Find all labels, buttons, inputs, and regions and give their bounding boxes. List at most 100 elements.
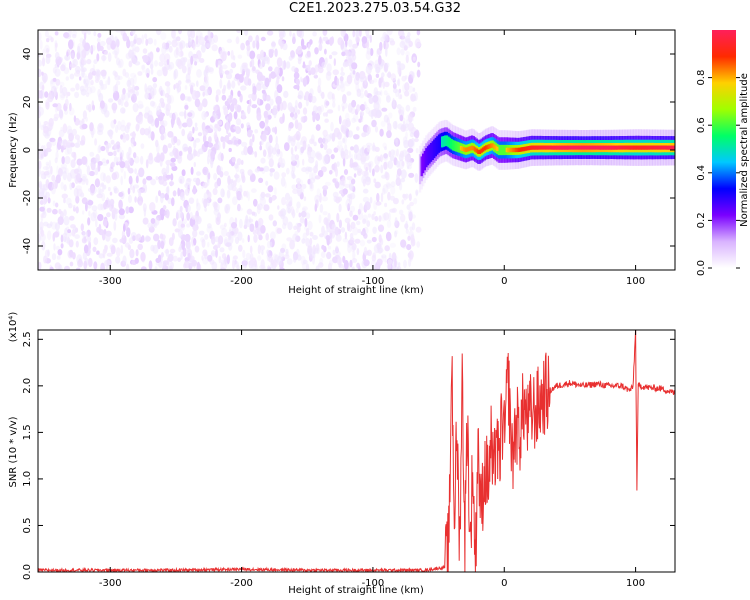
spectrogram-noise-cell	[240, 159, 244, 165]
spectrogram-noise-cell	[196, 198, 199, 207]
spectrogram-signal-cell	[532, 145, 535, 150]
spectrogram-noise-cell	[150, 90, 155, 99]
spectrogram-noise-cell	[165, 159, 172, 166]
spectrogram-noise-cell	[351, 99, 357, 108]
spectrogram-noise-cell	[208, 142, 214, 148]
spectrogram-noise-cell	[378, 234, 382, 243]
spectrogram-noise-cell	[123, 170, 127, 180]
spectrogram-noise-cell	[413, 197, 418, 205]
spectrogram-noise-cell	[295, 248, 300, 258]
spectrogram-noise-cell	[159, 112, 165, 118]
spectrogram-signal-cell	[526, 146, 529, 151]
spectrogram-x-tick-label: -100	[362, 276, 385, 287]
spectrogram-noise-cell	[156, 69, 163, 77]
spectrogram-noise-cell	[341, 43, 347, 52]
spectrogram-noise-cell	[314, 194, 321, 203]
spectrogram-noise-cell	[241, 260, 248, 266]
spectrogram-noise-cell	[184, 260, 190, 269]
spectrogram-noise-cell	[186, 117, 193, 128]
spectrogram-noise-cell	[190, 30, 196, 39]
spectrogram-noise-cell	[57, 216, 64, 226]
spectrogram-noise-cell	[45, 48, 50, 53]
spectrogram-noise-cell	[186, 204, 191, 213]
spectrogram-noise-cell	[54, 43, 58, 52]
spectrogram-noise-cell	[56, 255, 61, 260]
spectrogram-noise-cell	[343, 259, 349, 270]
spectrogram-noise-cell	[396, 148, 399, 157]
spectrogram-noise-cell	[68, 30, 72, 38]
spectrogram-noise-cell	[289, 30, 292, 37]
spectrogram-noise-cell	[41, 57, 46, 67]
spectrogram-noise-cell	[186, 178, 192, 182]
spectrogram-noise-cell	[210, 250, 216, 257]
spectrogram-noise-cell	[257, 97, 261, 106]
spectrogram-noise-cell	[324, 118, 329, 123]
spectrogram-noise-cell	[42, 124, 47, 129]
spectrogram-noise-cell	[319, 90, 322, 97]
spectrogram-noise-cell	[193, 238, 197, 246]
spectrogram-noise-cell	[327, 245, 332, 250]
spectrogram-noise-cell	[138, 114, 144, 125]
spectrogram-noise-cell	[324, 181, 331, 186]
spectrogram-noise-cell	[129, 40, 135, 47]
spectrogram-noise-cell	[163, 103, 169, 111]
spectrogram-noise-cell	[290, 50, 295, 58]
spectrogram-noise-cell	[167, 131, 174, 138]
spectrogram-noise-cell	[409, 201, 414, 207]
spectrogram-noise-cell	[39, 90, 46, 99]
spectrogram-noise-cell	[355, 30, 360, 37]
spectrogram-noise-cell	[196, 50, 202, 60]
spectrogram-noise-cell	[39, 180, 42, 189]
spectrogram-noise-cell	[325, 150, 328, 156]
spectrogram-noise-cell	[309, 138, 315, 145]
spectrogram-noise-cell	[81, 179, 86, 185]
spectrogram-noise-cell	[276, 57, 283, 67]
spectrogram-noise-cell	[144, 235, 150, 243]
spectrogram-noise-cell	[179, 42, 183, 51]
spectrogram-noise-cell	[373, 101, 380, 111]
snr-x-tick-label: -100	[362, 578, 385, 589]
spectrogram-noise-cell	[298, 101, 303, 109]
spectrogram-noise-cell	[155, 176, 159, 181]
spectrogram-noise-cell	[309, 251, 315, 259]
spectrogram-noise-cell	[61, 156, 65, 165]
spectrogram-noise-cell	[58, 109, 64, 119]
spectrogram-noise-cell	[108, 98, 114, 103]
spectrogram-noise-cell	[345, 117, 351, 128]
spectrogram-signal-cell	[666, 145, 669, 150]
spectrogram-noise-cell	[73, 187, 79, 198]
spectrogram-noise-cell	[41, 188, 48, 198]
spectrogram-noise-cell	[389, 155, 395, 162]
spectrogram-noise-cell	[342, 157, 346, 167]
spectrogram-noise-cell	[54, 157, 58, 164]
spectrogram-noise-cell	[265, 180, 269, 186]
spectrogram-noise-cell	[175, 46, 179, 56]
spectrogram-signal-cell	[565, 145, 568, 150]
spectrogram-noise-cell	[219, 78, 223, 89]
spectrogram-noise-cell	[415, 147, 419, 154]
spectrogram-noise-cell	[183, 218, 187, 225]
spectrogram-noise-cell	[254, 151, 258, 158]
spectrogram-signal-cell	[522, 146, 526, 152]
spectrogram-noise-cell	[52, 181, 58, 189]
spectrogram-noise-cell	[176, 84, 182, 93]
spectrogram-noise-cell	[326, 71, 332, 76]
spectrogram-noise-cell	[417, 61, 421, 68]
snr-line	[38, 330, 675, 572]
spectrogram-noise-cell	[53, 243, 56, 251]
spectrogram-noise-cell	[165, 42, 170, 49]
spectrogram-noise-cell	[317, 85, 321, 94]
spectrogram-noise-cell	[115, 38, 120, 48]
spectrogram-noise-cell	[171, 232, 175, 241]
spectrogram-noise-cell	[252, 229, 257, 235]
spectrogram-noise-cell	[123, 223, 126, 232]
spectrogram-noise-cell	[248, 94, 254, 99]
spectrogram-noise-cell	[135, 249, 139, 257]
spectrogram-noise-cell	[105, 175, 112, 184]
spectrogram-noise-cell	[97, 214, 104, 222]
spectrogram-noise-cell	[248, 35, 253, 43]
spectrogram-noise-cell	[258, 63, 264, 69]
spectrogram-noise-cell	[287, 221, 293, 231]
spectrogram-noise-cell	[349, 259, 353, 268]
spectrogram-noise-cell	[213, 34, 219, 43]
